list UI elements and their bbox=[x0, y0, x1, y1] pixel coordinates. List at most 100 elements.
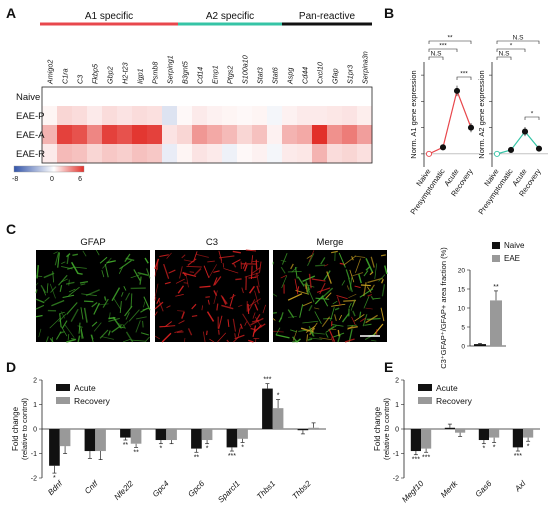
micrograph-fiber bbox=[35, 282, 39, 286]
heatmap-cell bbox=[72, 125, 88, 145]
gene-label: Psmb8 bbox=[151, 62, 160, 84]
micrograph-fiber bbox=[183, 271, 187, 277]
micrograph-fiber bbox=[251, 267, 261, 275]
micrograph-fiber bbox=[91, 334, 94, 340]
heatmap-cell bbox=[327, 87, 343, 107]
y-axis-label: C3⁺GFAP⁺/GFAP+ area fraction (%) bbox=[439, 247, 448, 369]
micrograph-fiber bbox=[311, 278, 326, 282]
micrograph-fiber bbox=[242, 313, 252, 328]
micrograph-fiber bbox=[255, 313, 261, 322]
micrograph-fiber bbox=[136, 316, 147, 320]
micrograph-fiber bbox=[35, 298, 45, 304]
micrograph-fiber bbox=[334, 314, 337, 321]
sig-label: *** bbox=[439, 43, 447, 50]
micrograph-fiber bbox=[218, 255, 235, 259]
legend-swatch bbox=[56, 384, 70, 391]
x-label: Axl bbox=[512, 479, 527, 494]
micrograph-fiber bbox=[58, 313, 67, 322]
micrograph-fiber bbox=[121, 291, 124, 297]
heatmap-cell bbox=[72, 144, 88, 164]
micrograph-fiber bbox=[53, 251, 58, 255]
gene-label: H2-t23 bbox=[121, 62, 130, 84]
sig-label: ** bbox=[493, 284, 499, 291]
micrograph-fiber bbox=[384, 265, 388, 275]
micrograph-fiber bbox=[345, 269, 350, 280]
group-label-2: Pan-reactive bbox=[299, 11, 356, 22]
heatmap-cell bbox=[42, 125, 58, 145]
heatmap-cell bbox=[132, 87, 148, 107]
heatmap-cell bbox=[342, 144, 358, 164]
x-label: Megf10 bbox=[400, 479, 426, 505]
micrograph-fiber bbox=[241, 287, 244, 294]
micrograph-fiber bbox=[231, 259, 241, 265]
micrograph-fiber bbox=[354, 285, 361, 288]
micrograph-fiber bbox=[193, 268, 202, 276]
micrograph-fiber bbox=[81, 293, 97, 296]
image-label: C3 bbox=[206, 237, 218, 248]
micrograph-fiber bbox=[272, 293, 278, 297]
micrograph-fiber bbox=[337, 329, 340, 337]
micrograph-fiber bbox=[90, 334, 94, 343]
micrograph-fiber bbox=[179, 266, 183, 279]
scale-min: -8 bbox=[12, 176, 18, 183]
heatmap-cell bbox=[177, 144, 193, 164]
panel-e-bar-chart: -2 -1 0 1 2 Fold change (relative to control) *… bbox=[373, 378, 540, 505]
heatmap-cell bbox=[327, 106, 343, 126]
panel-b-line-charts: Norm. A1 gene expressionNaivePresymptoma… bbox=[408, 35, 548, 216]
micrograph-fiber bbox=[316, 287, 331, 293]
sig-label: *** bbox=[263, 377, 271, 384]
sig-bracket bbox=[524, 116, 540, 120]
micrograph-fiber bbox=[290, 263, 294, 270]
micrograph-fiber bbox=[367, 294, 373, 297]
heatmap-cell bbox=[237, 125, 253, 145]
micrograph-fiber bbox=[217, 329, 220, 335]
micrograph-fiber bbox=[35, 304, 45, 310]
micrograph-fiber bbox=[40, 284, 47, 294]
bar-recovery bbox=[201, 429, 213, 441]
heatmap-cell bbox=[87, 87, 103, 107]
y-tick-label: 1 bbox=[33, 402, 37, 409]
micrograph-fiber bbox=[154, 311, 158, 316]
micrograph-fiber bbox=[42, 289, 47, 296]
micrograph-fiber bbox=[334, 307, 340, 311]
micrograph-fiber bbox=[144, 257, 149, 264]
micrograph-fiber bbox=[307, 338, 313, 341]
data-point bbox=[493, 150, 501, 157]
heatmap-cell bbox=[147, 106, 163, 126]
micrograph-fiber bbox=[161, 332, 172, 343]
y-tick-label: 5 bbox=[461, 325, 465, 332]
micrograph-fiber bbox=[351, 256, 354, 261]
micrograph-fiber bbox=[272, 318, 276, 321]
heatmap-cell bbox=[207, 106, 223, 126]
data-point bbox=[439, 144, 447, 151]
heatmap-cell bbox=[297, 144, 313, 164]
micrograph-fiber bbox=[280, 266, 286, 274]
micrograph-fiber bbox=[122, 338, 131, 343]
micrograph-fiber bbox=[354, 255, 366, 258]
micrograph-fiber bbox=[207, 299, 210, 305]
micrograph-fiber bbox=[256, 272, 260, 288]
micrograph-fiber bbox=[166, 305, 171, 309]
micrograph-fiber bbox=[213, 290, 218, 297]
micrograph-fiber bbox=[49, 283, 56, 299]
micrograph-fiber bbox=[38, 328, 42, 338]
heatmap-cell bbox=[222, 106, 238, 126]
micrograph-fiber bbox=[308, 325, 314, 337]
micrograph-fiber bbox=[371, 339, 377, 342]
heatmap-cell bbox=[147, 144, 163, 164]
heatmap-cell bbox=[117, 125, 133, 145]
micrograph-fiber bbox=[352, 310, 356, 317]
heatmap-cell bbox=[147, 87, 163, 107]
micrograph-fiber bbox=[118, 323, 125, 326]
micrograph-fiber bbox=[106, 260, 116, 264]
panel-d-bar-chart: -2 -1 0 1 2 Fold change (relative to control) *… bbox=[11, 377, 326, 505]
heatmap-cell bbox=[357, 87, 373, 107]
micrograph-fiber bbox=[281, 275, 288, 289]
micrograph-fiber bbox=[185, 272, 189, 288]
micrograph-fiber bbox=[366, 317, 381, 321]
micrograph-fiber bbox=[349, 269, 355, 283]
micrograph-fiber bbox=[108, 312, 111, 320]
gene-label: S100a10 bbox=[241, 55, 250, 84]
micrograph-fiber bbox=[250, 327, 256, 331]
